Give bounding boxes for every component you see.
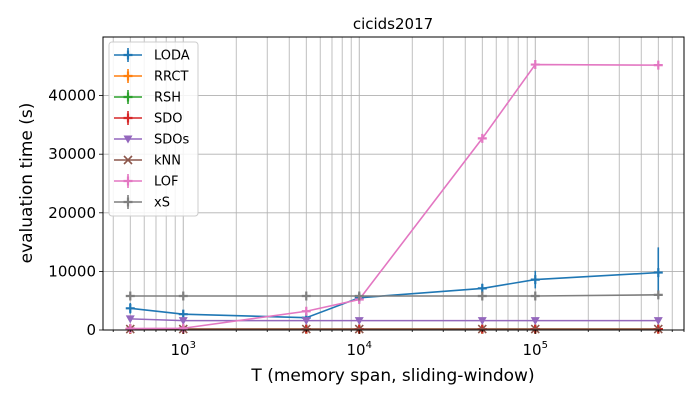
y-tick-label: 10000 <box>48 262 96 280</box>
legend-marker-knn <box>123 155 133 165</box>
data-point-sdos <box>125 315 135 324</box>
data-point-xs <box>125 291 135 301</box>
legend-item-rrct: RRCT <box>114 69 188 85</box>
series-line-lof <box>130 63 659 330</box>
series-lof <box>125 60 663 334</box>
legend-label-knn: kNN <box>154 154 181 169</box>
data-point-loda <box>125 303 135 313</box>
data-point-sdos <box>301 317 311 326</box>
legend-label-xs: xS <box>154 196 170 211</box>
series-layer <box>125 60 663 334</box>
legend-label-rrct: RRCT <box>154 70 188 85</box>
series-line-sdos <box>130 318 659 322</box>
data-point-loda <box>530 275 540 285</box>
y-tick-label: 30000 <box>48 145 96 163</box>
legend-marker-sdo <box>123 113 133 123</box>
legend-marker-sdos <box>123 135 133 144</box>
data-point-loda <box>477 283 487 293</box>
x-tick-label: 104 <box>347 340 372 359</box>
chart-title: cicids2017 <box>353 15 433 33</box>
data-point-knn <box>530 324 540 334</box>
series-knn <box>125 324 663 334</box>
series-sdos <box>125 315 663 326</box>
x-tick-label: 105 <box>523 340 548 359</box>
legend-label-lof: LOF <box>154 175 179 190</box>
data-point-sdos <box>653 317 663 326</box>
data-point-lof <box>653 60 663 70</box>
data-point-sdos <box>530 317 540 326</box>
legend-item-xs: xS <box>114 195 170 211</box>
data-point-lof <box>530 60 540 70</box>
legend-marker-rrct <box>123 71 133 81</box>
series-loda <box>125 247 663 323</box>
legend-label-sdos: SDOs <box>154 133 189 148</box>
y-tick-label: 40000 <box>48 87 96 105</box>
data-point-loda <box>653 268 663 278</box>
legend-label-loda: LODA <box>154 49 190 64</box>
legend-item-knn: kNN <box>114 154 181 169</box>
x-axis: 103 104 105 <box>112 330 685 359</box>
legend-marker-lof <box>123 176 133 186</box>
data-point-xs <box>301 291 311 301</box>
legend: LODA RRCT RSH SDO SDOs kNN LOF xS <box>108 41 199 217</box>
data-point-knn <box>354 324 364 334</box>
data-point-knn <box>301 324 311 334</box>
data-point-xs <box>354 291 364 301</box>
legend-marker-xs <box>123 197 133 207</box>
x-axis-label: T (memory span, sliding-window) <box>250 366 534 386</box>
data-point-xs <box>530 291 540 301</box>
legend-item-rsh: RSH <box>114 90 181 106</box>
legend-item-loda: LODA <box>114 48 190 64</box>
data-point-xs <box>178 291 188 301</box>
data-point-lof <box>477 133 487 143</box>
legend-label-sdo: SDO <box>154 112 183 127</box>
data-point-knn <box>653 324 663 334</box>
data-point-knn <box>477 324 487 334</box>
data-point-xs <box>653 290 663 300</box>
legend-marker-rsh <box>123 92 133 102</box>
data-point-lof <box>301 306 311 316</box>
legend-label-rsh: RSH <box>154 91 181 106</box>
series-xs <box>125 290 663 301</box>
plot-frame <box>102 36 685 331</box>
data-point-sdos <box>477 317 487 326</box>
data-point-xs <box>477 291 487 301</box>
y-axis: 0 10000 20000 30000 40000 <box>48 87 103 339</box>
legend-marker-loda <box>123 50 133 60</box>
data-point-sdos <box>354 317 364 326</box>
legend-item-sdo: SDO <box>114 111 183 127</box>
legend-item-lof: LOF <box>114 174 179 190</box>
y-tick-label: 0 <box>86 321 96 339</box>
data-point-sdos <box>178 317 188 326</box>
legend-item-sdos: SDOs <box>114 133 189 148</box>
y-tick-label: 20000 <box>48 204 96 222</box>
y-axis-label: evaluation time (s) <box>17 103 37 264</box>
x-tick-label: 103 <box>171 340 196 359</box>
legend-box <box>108 41 199 217</box>
